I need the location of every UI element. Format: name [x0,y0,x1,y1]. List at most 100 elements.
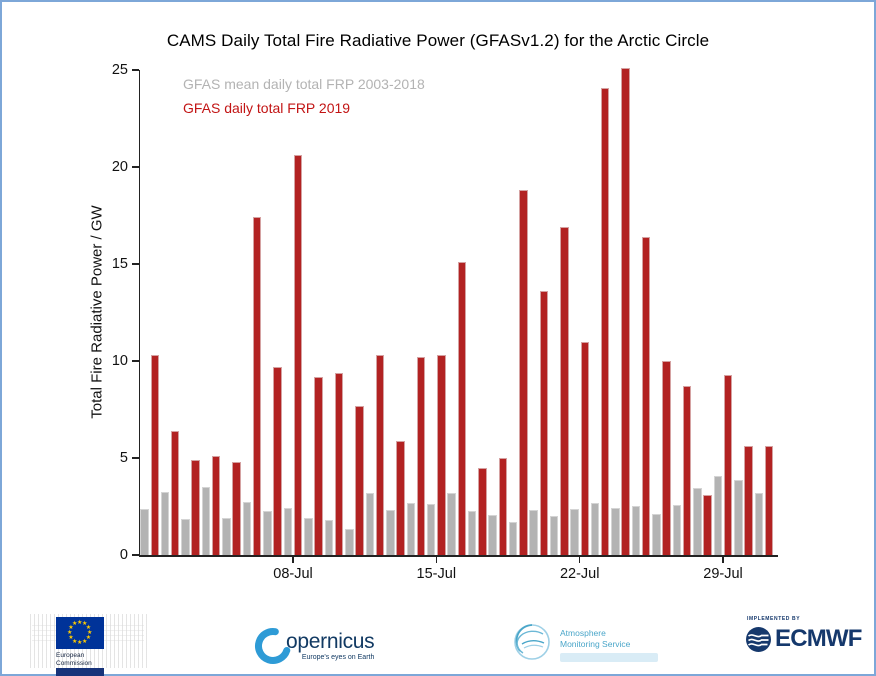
frp2019-bar-day-3 [191,459,200,555]
x-tick-label-08-Jul: 08-Jul [273,566,313,582]
frp2019-bar-day-25 [641,236,651,555]
mean-bar-day-12 [365,492,375,555]
mean-bar-day-19 [508,522,518,555]
frp2019-bar-day-2 [170,430,180,555]
mean-bar-day-20 [529,510,538,555]
eu-star-icon: ★ [68,635,74,641]
ec-navy-bar [56,668,104,676]
mean-bar-day-8 [283,508,293,555]
y-tick-25 [131,69,139,71]
mean-bar-day-3 [181,519,190,555]
frp2019-bar-day-30 [744,446,753,555]
frp2019-bar-day-26 [662,361,671,555]
mean-bar-day-23 [590,502,600,555]
frp2019-bar-day-23 [600,87,610,555]
frp2019-bar-day-12 [375,355,385,555]
eu-star-icon: ★ [77,620,83,626]
mean-bar-day-10 [324,520,334,555]
ecmwf-implemented-by-label: IMPLEMENTED BY [747,616,801,622]
mean-bar-day-1 [140,509,149,555]
y-tick-20 [131,166,139,168]
x-tick-22-Jul [578,556,581,563]
frp2019-bar-day-29 [723,374,733,555]
y-tick-15 [131,263,139,265]
ecmwf-waves-icon [746,626,771,652]
mean-bar-day-6 [242,501,252,555]
ec-text-line1: European [56,652,85,659]
copernicus-logo: opernicus Europe's eyes on Earth [253,623,375,669]
eu-star-icon: ★ [67,630,73,636]
x-tick-29-Jul [722,556,724,563]
frp2019-bar-day-24 [621,68,630,555]
mean-bar-day-16 [447,492,456,555]
y-tick-5 [131,457,139,459]
y-tick-0 [131,554,139,556]
mean-bar-day-11 [345,528,354,555]
y-tick-label-25: 25 [111,61,128,78]
frp2019-bar-day-13 [396,440,405,555]
mean-bar-day-27 [672,504,682,555]
ams-pale-bar [560,653,658,662]
legend-item-mean: GFAS mean daily total FRP 2003-2018 [183,76,425,92]
mean-bar-day-5 [222,518,231,555]
mean-bar-day-28 [693,488,702,555]
ams-text-line1: Atmosphere [560,628,606,638]
frp2019-bar-day-7 [273,366,282,555]
frp2019-bar-day-6 [252,217,262,555]
frp2019-bar-day-11 [355,405,364,555]
frp2019-bar-day-21 [560,227,569,555]
ec-logo-text: European Commission [56,652,92,667]
mean-bar-day-31 [754,492,764,555]
eu-star-icon: ★ [85,635,92,641]
mean-bar-day-22 [570,509,579,555]
mean-bar-day-17 [467,511,477,555]
frp2019-bar-day-31 [764,446,774,555]
frp2019-bar-day-9 [314,376,323,555]
frp2019-bar-day-1 [150,355,160,555]
ecmwf-wordmark: ECMWF [775,625,862,652]
ams-text-line2: Monitoring Service [560,638,631,649]
frp2019-bar-day-18 [498,458,508,555]
mean-bar-day-15 [426,503,436,555]
legend-item-2019: GFAS daily total FRP 2019 [183,99,351,116]
eu-star-icon: ★ [82,621,88,628]
eu-flag-icon: ★ ★ ★ ★ ★ ★ ★ ★ ★ ★ ★ ★ [56,617,104,649]
frp2019-bar-day-10 [334,372,344,555]
y-tick-label-0: 0 [119,546,128,563]
y-axis-spine [138,70,140,557]
legend: GFAS mean daily total FRP 2003-2018 GFAS… [183,73,425,120]
x-tick-label-22-Jul: 22-Jul [559,566,600,582]
y-tick-label-10: 10 [111,352,128,369]
ecmwf-logo: IMPLEMENTED BY ECMWF [745,616,862,653]
mean-bar-day-2 [160,491,170,555]
mean-bar-day-21 [549,516,559,555]
frp2019-bar-day-8 [293,155,303,555]
mean-bar-day-30 [734,480,743,555]
mean-bar-day-25 [631,505,641,555]
eu-star-icon: ★ [77,640,83,646]
y-axis-label: Total Fire Radiative Power / GW [88,205,106,419]
y-tick-label-15: 15 [111,255,128,272]
y-tick-label-5: 5 [119,449,128,466]
frp2019-bar-day-22 [580,341,590,555]
chart-title: CAMS Daily Total Fire Radiative Power (G… [166,31,710,50]
frp2019-bar-day-4 [211,456,221,555]
eu-star-icon: ★ [82,638,88,645]
mean-bar-day-9 [304,518,313,555]
x-tick-label-15-Jul: 15-Jul [416,566,457,582]
frp2019-bar-day-27 [682,386,692,555]
frp2019-bar-day-20 [539,291,549,555]
european-commission-logo: ★ ★ ★ ★ ★ ★ ★ ★ ★ ★ ★ ★ European Commission [28,611,160,676]
mean-bar-day-18 [488,515,497,555]
x-tick-label-29-Jul: 29-Jul [703,566,743,582]
frp2019-bar-day-19 [519,190,528,555]
y-tick-label-20: 20 [111,158,128,175]
x-axis-spine [138,555,778,557]
eu-star-icon: ★ [72,621,78,628]
frp2019-bar-day-15 [437,355,446,555]
mean-bar-day-24 [611,508,620,555]
ec-text-line2: Commission [56,659,92,667]
atmosphere-monitoring-service-logo: Atmosphere Monitoring Service [510,620,658,664]
x-tick-15-Jul [435,556,438,563]
